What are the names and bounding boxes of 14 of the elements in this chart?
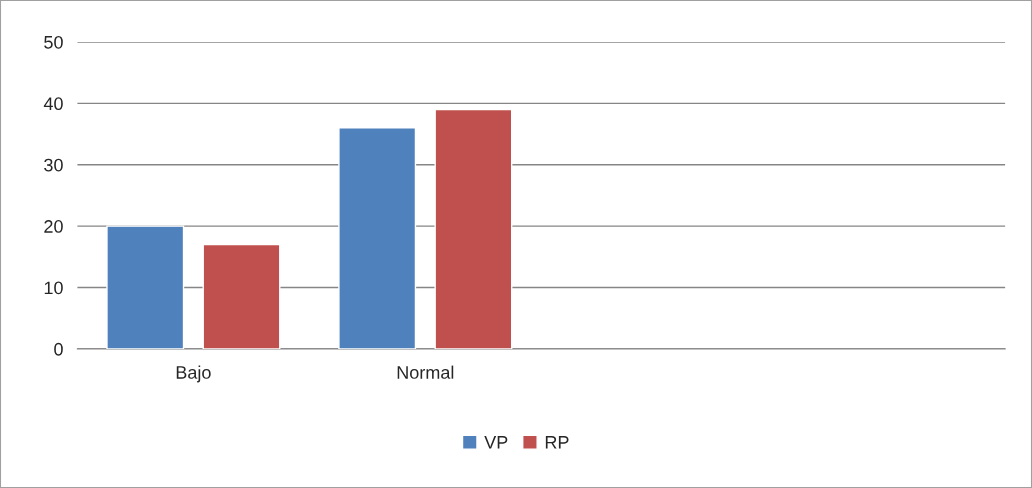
bar <box>106 225 185 349</box>
y-tick-label: 40 <box>43 97 63 111</box>
bar <box>202 243 281 349</box>
y-tick-label: 20 <box>44 220 63 233</box>
y-tick-label: 0 <box>54 342 63 356</box>
y-tick-label: 10 <box>44 281 63 295</box>
legend-label: VP <box>484 436 508 449</box>
x-tick-label: Normal <box>397 365 454 379</box>
x-tick-label: Bajo <box>176 365 211 383</box>
y-tick-label: 30 <box>44 158 63 172</box>
y-tick-label: 50 <box>44 35 63 49</box>
legend-label: RP <box>545 436 569 449</box>
bar <box>338 127 417 349</box>
bar <box>434 108 513 349</box>
